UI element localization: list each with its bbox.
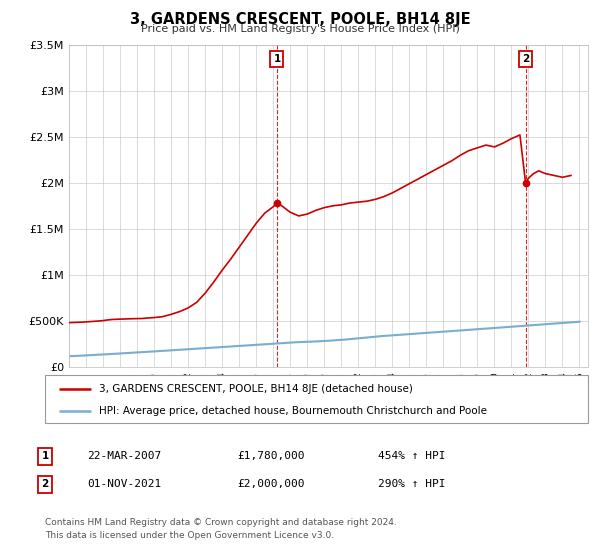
Text: 454% ↑ HPI: 454% ↑ HPI (378, 451, 445, 461)
Text: 22-MAR-2007: 22-MAR-2007 (87, 451, 161, 461)
Text: £1,780,000: £1,780,000 (237, 451, 305, 461)
Text: 3, GARDENS CRESCENT, POOLE, BH14 8JE: 3, GARDENS CRESCENT, POOLE, BH14 8JE (130, 12, 470, 27)
Text: 2: 2 (522, 54, 529, 64)
Text: 290% ↑ HPI: 290% ↑ HPI (378, 479, 445, 489)
Text: 1: 1 (274, 54, 281, 64)
Text: HPI: Average price, detached house, Bournemouth Christchurch and Poole: HPI: Average price, detached house, Bour… (100, 406, 487, 416)
Text: Price paid vs. HM Land Registry's House Price Index (HPI): Price paid vs. HM Land Registry's House … (140, 24, 460, 34)
Text: 3, GARDENS CRESCENT, POOLE, BH14 8JE (detached house): 3, GARDENS CRESCENT, POOLE, BH14 8JE (de… (100, 384, 413, 394)
Text: £2,000,000: £2,000,000 (237, 479, 305, 489)
Text: 2: 2 (41, 479, 49, 489)
FancyBboxPatch shape (45, 375, 588, 423)
Text: Contains HM Land Registry data © Crown copyright and database right 2024.
This d: Contains HM Land Registry data © Crown c… (45, 518, 397, 539)
Text: 1: 1 (41, 451, 49, 461)
Text: 01-NOV-2021: 01-NOV-2021 (87, 479, 161, 489)
